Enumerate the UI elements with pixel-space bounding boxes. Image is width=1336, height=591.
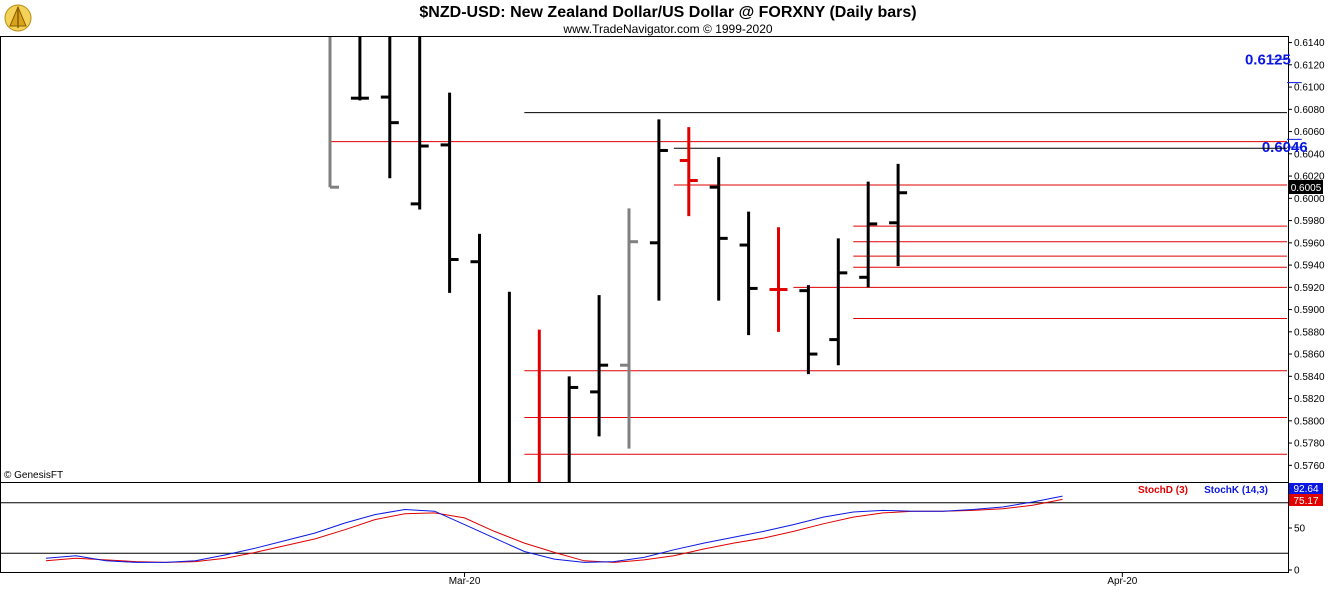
level-label: 0.6046 [1262,139,1308,156]
stoch-d-value-box [1289,494,1323,506]
price-tick-label: 0.5960 [1294,238,1325,249]
price-axis: 0.6140 0.6120 0.6100 0.6080 0.6060 0.6040 0.60… [1288,38,1325,472]
stoch-d-value: 75.17 [1293,496,1318,507]
price-tick-label: 0.5980 [1294,216,1325,227]
price-tick-label: 0.5860 [1294,350,1325,361]
stochastic-panel [0,482,1289,573]
level-label: 0.6125 [1245,51,1291,68]
last-price-marker: 0.6005 [1289,180,1323,194]
ohlc-bar [350,37,369,101]
price-tick-label: 0.6140 [1294,38,1325,49]
ohlc-bar [410,37,429,210]
copyright-label: © GenesisFT [4,470,63,481]
price-tick-label: 0.6040 [1294,149,1325,160]
price-tick-label: 0.5840 [1294,372,1325,383]
ohlc-bar [440,92,459,293]
ohlc-bar [859,181,878,288]
stoch-k-value: 92.64 [1293,484,1318,495]
price-tick-label: 0.6100 [1294,83,1325,94]
price-tick-label: 0.6080 [1294,105,1325,116]
date-tick-label: Apr-20 [1107,576,1137,587]
date-axis: Mar-20 Apr-20 [449,573,1138,587]
ohlc-bar [799,285,818,375]
stoch-tick-label: 50 [1294,524,1306,535]
ohlc-bar [889,163,908,267]
last-price-label: 0.6005 [1291,183,1322,194]
ohlc-bar [620,208,638,449]
price-tick-label: 0.5760 [1294,461,1325,472]
price-tick-label: 0.5920 [1294,283,1325,294]
price-tick-label: 0.5880 [1294,327,1325,338]
ohlc-bar [739,211,758,336]
stoch-legend-d: StochD (3) [1138,485,1188,496]
price-panel [0,36,1289,483]
ohlc-bar [649,119,668,301]
ohlc-bar [328,37,339,189]
stoch-legend-k: StochK (14,3) [1204,485,1268,496]
price-tick-label: 0.5940 [1294,261,1325,272]
chart-subtitle: www.TradeNavigator.com © 1999-2020 [562,22,772,36]
ohlc-bar [567,376,579,482]
trade-navigator-logo-icon [4,4,32,32]
price-tick-label: 0.5800 [1294,416,1325,427]
price-tick-label: 0.5780 [1294,439,1325,450]
support-resistance-levels: 0.61250.61040.60770.60530.60510.60460.60… [330,51,1308,455]
ohlc-bar [829,238,848,366]
price-tick-label: 0.6060 [1294,127,1325,138]
price-tick-label: 0.5820 [1294,394,1325,405]
ohlc-bar [590,295,609,437]
ohlc-bar [380,37,399,179]
stoch-d-line [45,498,1063,563]
ohlc-bar [679,127,698,217]
price-tick-label: 0.6020 [1294,172,1325,183]
stoch-k-line [45,495,1063,563]
stoch-k-value-box [1289,483,1323,494]
ohlc-bars [328,37,908,482]
price-tick-label: 0.6000 [1294,194,1325,205]
ohlc-bar [470,233,481,482]
ohlc-bar [769,227,788,332]
ohlc-bar [709,157,728,301]
stoch-tick-label: 0 [1294,566,1300,577]
price-tick-label: 0.6120 [1294,60,1325,71]
chart-title: $NZD-USD: New Zealand Dollar/US Dollar @… [419,4,916,21]
price-tick-label: 0.5900 [1294,305,1325,316]
date-tick-label: Mar-20 [449,576,481,587]
